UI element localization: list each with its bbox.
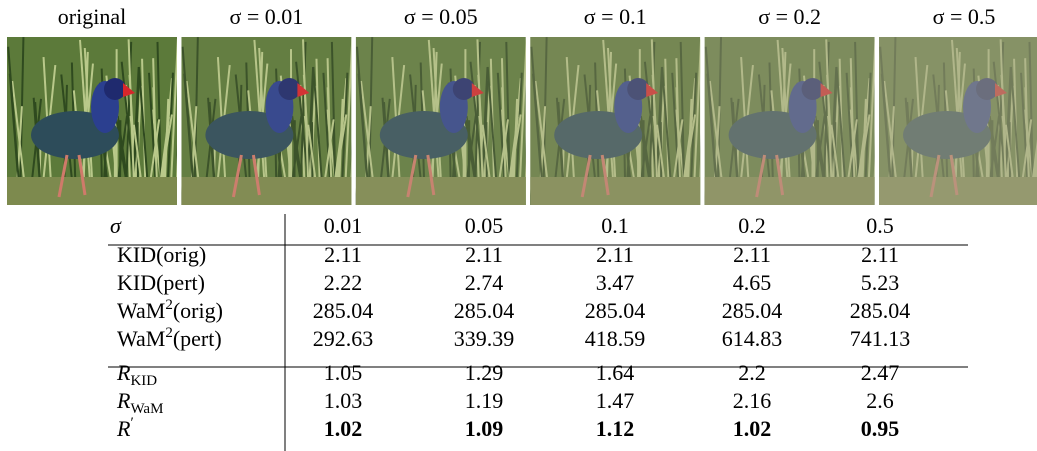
table-cell: 1.29 [465, 360, 504, 385]
table-cell: 339.39 [454, 326, 515, 351]
label-sup: 2 [165, 325, 173, 341]
table-cell: 285.04 [454, 298, 515, 323]
label-sup: 2 [165, 297, 173, 313]
label-text: R [116, 360, 131, 385]
label-text: R [116, 388, 131, 413]
panel-image [524, 37, 704, 205]
label-text: R [116, 416, 131, 441]
table-cell: 2.11 [733, 242, 771, 267]
table-cell: 1.03 [324, 388, 363, 413]
table-cell: 1.19 [465, 388, 504, 413]
noise-overlay [356, 37, 526, 205]
panel-caption: σ = 0.05 [404, 4, 478, 29]
label-sup: ′ [130, 415, 133, 431]
row-label: RWaM [116, 388, 163, 417]
noise-overlay [530, 37, 700, 205]
noise-overlay [705, 37, 875, 205]
table-cell: 2.11 [596, 242, 634, 267]
panel-image [1, 37, 181, 205]
row-label: WaM2(pert) [117, 325, 222, 351]
panel-caption: original [58, 4, 126, 29]
panel-caption: σ = 0.01 [230, 4, 304, 29]
table-cell: 285.04 [585, 298, 646, 323]
table-header-value: 0.5 [866, 213, 894, 238]
table-header-value: 0.1 [601, 213, 629, 238]
row-label: KID(orig) [117, 242, 206, 267]
panel-caption: σ = 0.5 [933, 4, 996, 29]
table-cell: 292.63 [313, 326, 374, 351]
table-header-value: 0.2 [738, 213, 766, 238]
table-cell: 418.59 [585, 326, 646, 351]
table-cell: 285.04 [722, 298, 783, 323]
row-label: WaM2(orig) [117, 297, 223, 323]
table-header-value: 0.01 [324, 213, 363, 238]
table-cell: 285.04 [313, 298, 374, 323]
table-header-value: 0.05 [465, 213, 504, 238]
table-cell: 1.02 [733, 416, 772, 441]
table-cell: 2.47 [861, 360, 900, 385]
noise-overlay [879, 37, 1037, 205]
table-cell: 285.04 [850, 298, 911, 323]
table-cell: 1.09 [465, 416, 504, 441]
panel-image [873, 37, 1037, 205]
table-cell: 2.11 [465, 242, 503, 267]
table-cell: 3.47 [596, 270, 635, 295]
table-cell: 2.16 [733, 388, 772, 413]
label-after: (orig) [173, 298, 223, 323]
panel-caption: σ = 0.2 [758, 4, 821, 29]
figure: original σ = 0.01 σ = 0.05 σ = 0.1 σ = 0.2 σ … [0, 0, 1037, 451]
table-cell: 2.74 [465, 270, 504, 295]
panel-image [349, 37, 529, 205]
table-cell: 614.83 [722, 326, 783, 351]
table-cell: 1.05 [324, 360, 363, 385]
table-cell: 1.47 [596, 388, 635, 413]
table-cell: 2.6 [866, 388, 894, 413]
label-text: KID(orig) [117, 242, 206, 267]
label-sub: WaM [130, 401, 163, 417]
table-cell: 1.02 [324, 416, 363, 441]
table-cell: 2.2 [738, 360, 766, 385]
label-sub: KID [130, 373, 157, 389]
table-cell: 5.23 [861, 270, 900, 295]
table-header-label: σ [110, 213, 122, 238]
table-cell: 2.22 [324, 270, 363, 295]
noise-overlay [181, 37, 351, 205]
label-text: WaM [117, 298, 165, 323]
panel-image [175, 37, 355, 205]
row-label: R′ [116, 415, 134, 441]
label-after: (pert) [173, 326, 222, 351]
table-cell: 2.11 [861, 242, 899, 267]
panel-caption: σ = 0.1 [584, 4, 647, 29]
table-cell: 0.95 [861, 416, 900, 441]
label-text: KID(pert) [117, 270, 205, 295]
table-cell: 1.64 [596, 360, 635, 385]
row-label: KID(pert) [117, 270, 205, 295]
row-label: RKID [116, 360, 157, 389]
table-cell: 2.11 [324, 242, 362, 267]
panel-image [698, 37, 878, 205]
grass [1, 120, 7, 205]
table-cell: 741.13 [850, 326, 911, 351]
label-text: WaM [117, 326, 165, 351]
table-cell: 1.12 [596, 416, 635, 441]
table-cell: 4.65 [733, 270, 772, 295]
